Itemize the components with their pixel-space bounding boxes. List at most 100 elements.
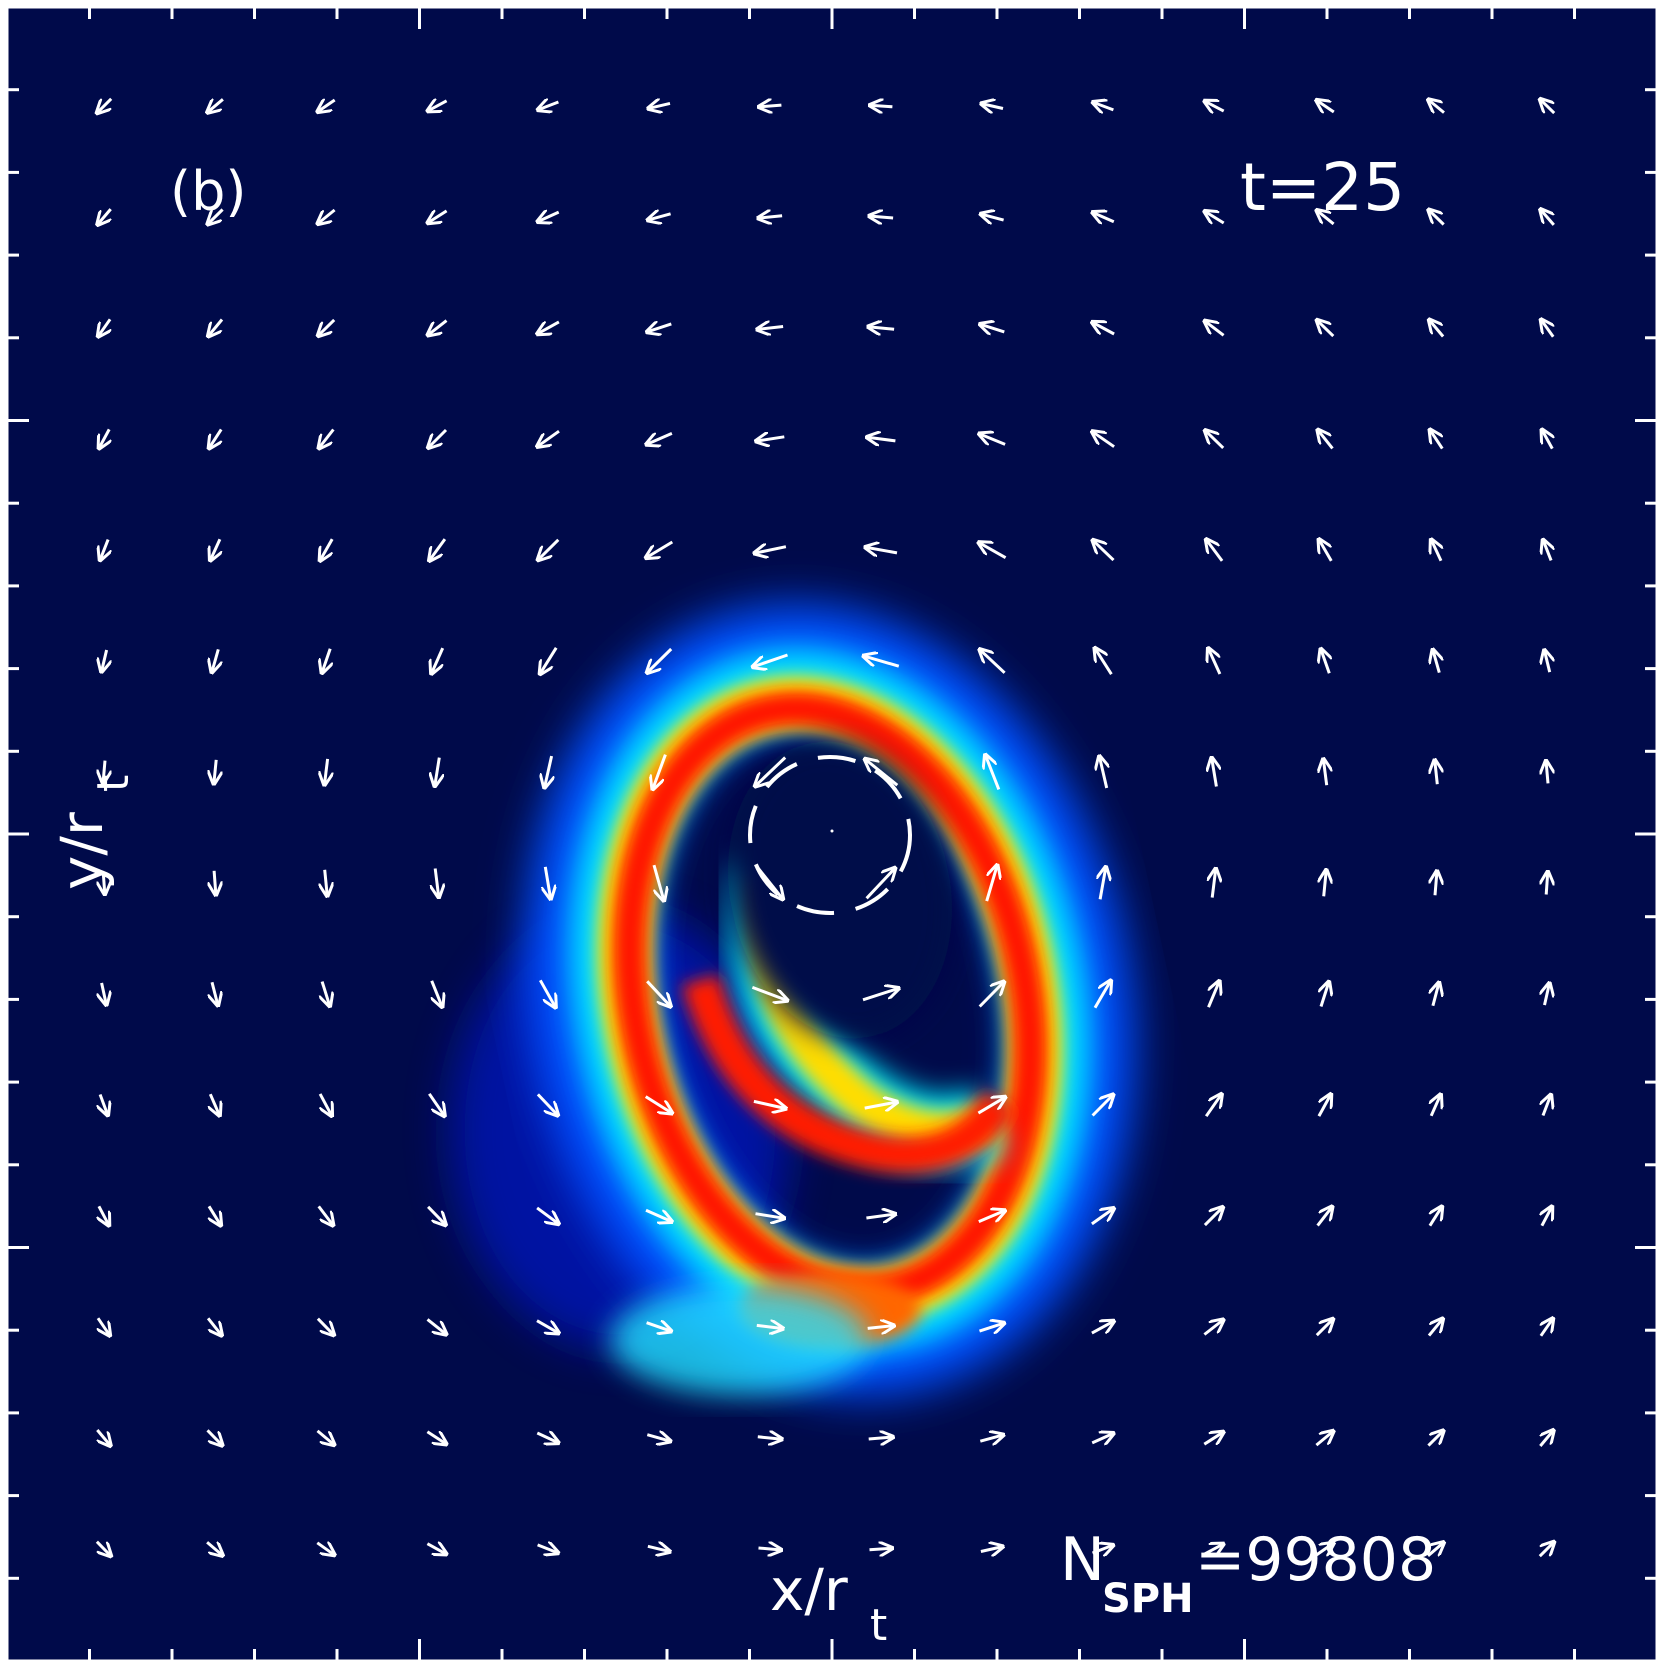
velocity-arrow bbox=[1545, 983, 1550, 1006]
velocity-arrow bbox=[759, 105, 782, 107]
central-mass-point bbox=[830, 829, 834, 833]
velocity-arrow bbox=[758, 216, 783, 218]
velocity-arrow bbox=[1539, 1430, 1553, 1447]
velocity-arrow bbox=[1428, 210, 1445, 226]
velocity-arrow bbox=[867, 437, 896, 441]
velocity-arrow bbox=[545, 866, 550, 899]
velocity-arrow bbox=[99, 428, 109, 448]
velocity-arrow bbox=[979, 1435, 1003, 1441]
velocity-arrow bbox=[1203, 1207, 1223, 1227]
velocity-arrow bbox=[1431, 539, 1441, 562]
velocity-arrow bbox=[1540, 99, 1556, 115]
velocity-arrow bbox=[755, 1214, 785, 1219]
velocity-arrow bbox=[209, 1205, 221, 1225]
velocity-arrow bbox=[1208, 648, 1222, 675]
velocity-arrow bbox=[1323, 759, 1326, 786]
velocity-arrow bbox=[214, 870, 216, 895]
velocity-arrow bbox=[1317, 1094, 1331, 1117]
time-label: t=25 bbox=[1240, 149, 1405, 226]
velocity-arrow bbox=[538, 979, 555, 1007]
velocity-arrow bbox=[755, 756, 787, 787]
velocity-arrow bbox=[1207, 981, 1220, 1008]
velocity-arrow bbox=[544, 755, 551, 788]
velocity-arrow bbox=[1099, 756, 1106, 789]
svg-text:x/r: x/r bbox=[770, 1556, 848, 1624]
velocity-arrow bbox=[1542, 1206, 1552, 1227]
velocity-arrow bbox=[644, 1095, 673, 1114]
velocity-arrow bbox=[214, 759, 216, 784]
velocity-arrow bbox=[1431, 1094, 1441, 1117]
velocity-arrow bbox=[96, 1429, 110, 1446]
velocity-arrow bbox=[428, 1092, 444, 1116]
velocity-arrow bbox=[1427, 1318, 1443, 1337]
velocity-arrow bbox=[1092, 322, 1115, 336]
velocity-arrow bbox=[98, 1317, 110, 1336]
velocity-arrow bbox=[1321, 649, 1330, 674]
velocity-arrow bbox=[1095, 648, 1113, 676]
velocity-arrow bbox=[1093, 102, 1114, 110]
velocity-arrow bbox=[865, 868, 896, 900]
velocity-arrow bbox=[1427, 1430, 1443, 1447]
velocity-arrow bbox=[1315, 1319, 1333, 1337]
velocity-arrow bbox=[980, 1547, 1003, 1552]
velocity-arrow bbox=[431, 647, 445, 674]
velocity-arrow bbox=[1091, 1545, 1114, 1553]
velocity-arrow bbox=[97, 97, 113, 113]
velocity-arrow bbox=[1091, 1433, 1114, 1443]
velocity-arrow bbox=[1430, 1206, 1442, 1227]
velocity-arrow bbox=[863, 656, 900, 668]
velocity-arrow bbox=[103, 871, 105, 895]
velocity-arrow bbox=[646, 980, 671, 1006]
velocity-arrow bbox=[646, 1435, 670, 1442]
velocity-arrow bbox=[426, 1544, 446, 1555]
velocity-arrow bbox=[102, 982, 107, 1005]
velocity-arrow bbox=[985, 755, 1001, 790]
velocity-arrow bbox=[430, 980, 443, 1007]
velocity-arrow bbox=[645, 1208, 672, 1222]
velocity-arrow bbox=[429, 538, 447, 561]
velocity-arrow bbox=[1204, 321, 1225, 337]
velocity-arrow bbox=[99, 1205, 109, 1225]
velocity-arrow bbox=[212, 648, 219, 672]
svg-text:y/r: y/r bbox=[48, 812, 116, 890]
velocity-arrow bbox=[206, 1429, 223, 1445]
velocity-arrow bbox=[647, 324, 672, 332]
velocity-arrow bbox=[652, 864, 664, 901]
velocity-arrow bbox=[207, 208, 224, 225]
velocity-arrow bbox=[538, 102, 559, 110]
velocity-arrow bbox=[208, 318, 224, 337]
velocity-field bbox=[97, 99, 1554, 1557]
velocity-arrow bbox=[1092, 431, 1115, 448]
velocity-arrow bbox=[426, 1430, 446, 1445]
velocity-arrow bbox=[320, 538, 334, 561]
velocity-arrow bbox=[1204, 1094, 1222, 1118]
velocity-arrow bbox=[1544, 650, 1549, 673]
velocity-arrow bbox=[1435, 760, 1438, 785]
velocity-arrow bbox=[206, 1317, 222, 1335]
velocity-arrow bbox=[862, 988, 899, 1002]
velocity-arrow bbox=[1429, 320, 1445, 338]
velocity-arrow bbox=[1546, 872, 1548, 895]
velocity-arrow bbox=[1427, 1542, 1444, 1557]
velocity-arrow bbox=[648, 103, 671, 108]
velocity-arrow bbox=[322, 648, 330, 673]
velocity-arrow bbox=[758, 1548, 782, 1550]
velocity-arrow bbox=[1212, 868, 1216, 898]
velocity-arrow bbox=[537, 1545, 559, 1553]
velocity-arrow bbox=[1100, 867, 1106, 900]
velocity-arrow bbox=[1315, 1431, 1333, 1447]
velocity-arrow bbox=[1541, 1318, 1553, 1337]
velocity-arrow bbox=[1203, 1432, 1223, 1446]
velocity-arrow bbox=[324, 758, 327, 785]
velocity-arrow bbox=[1318, 430, 1334, 450]
velocity-arrow bbox=[981, 104, 1004, 109]
velocity-arrow bbox=[317, 208, 336, 224]
velocity-arrow bbox=[427, 101, 448, 111]
velocity-arrow bbox=[536, 1206, 559, 1224]
velocity-arrow bbox=[1324, 870, 1327, 897]
velocity-arrow bbox=[978, 1210, 1005, 1223]
velocity-arrow bbox=[1541, 319, 1553, 338]
panel-label: (b) bbox=[170, 160, 246, 223]
svg-text:N: N bbox=[1060, 1525, 1105, 1595]
velocity-arrow bbox=[757, 327, 784, 330]
